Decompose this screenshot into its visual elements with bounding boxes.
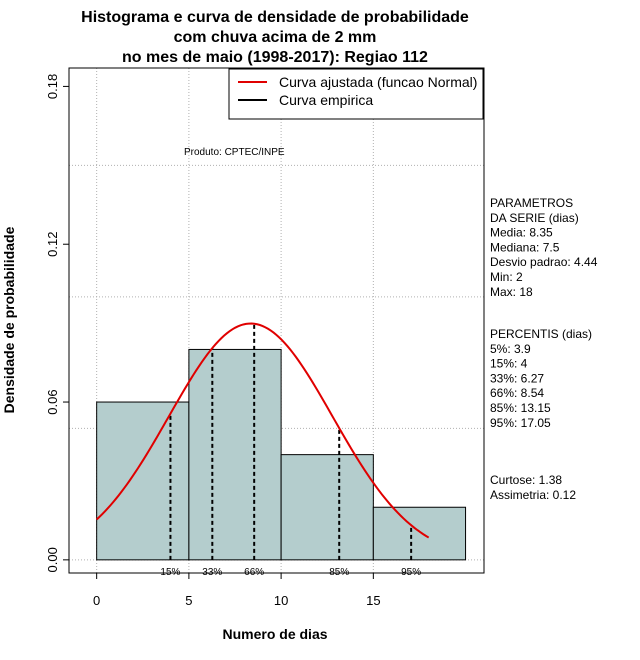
- side-percentis-line: 95%: 17.05: [490, 416, 551, 430]
- side-parametros-line: Min: 2: [490, 270, 523, 284]
- side-stats-line: Curtose: 1.38: [490, 473, 562, 487]
- side-parametros-line: Mediana: 7.5: [490, 240, 560, 254]
- side-parametros-line: PARAMETROS: [490, 196, 573, 210]
- side-percentis-line: 85%: 13.15: [490, 401, 551, 415]
- y-tick-label: 0.00: [45, 547, 60, 572]
- histogram-bar: [96, 401, 190, 561]
- histogram-bar: [372, 506, 467, 561]
- chart-title-line: com chuva acima de 2 mm: [174, 29, 377, 46]
- normal-fit-curve: [95, 322, 430, 539]
- side-stats-line: Assimetria: 0.12: [490, 488, 576, 502]
- y-tick-label: 0.18: [45, 74, 60, 99]
- percentile-label: 15%: [160, 567, 180, 578]
- y-tick-label: 0.06: [45, 389, 60, 414]
- x-tick-label: 5: [185, 593, 192, 608]
- percentile-label: 33%: [202, 567, 222, 578]
- plot-frame: [68, 67, 485, 574]
- percentile-label: 95%: [401, 567, 421, 578]
- side-parametros-line: Max: 18: [490, 285, 533, 299]
- side-percentis-line: 66%: 8.54: [490, 386, 544, 400]
- legend-box: [228, 68, 484, 120]
- product-annotation: Produto: CPTEC/INPE: [184, 147, 285, 158]
- side-percentis-line: 5%: 3.9: [490, 342, 531, 356]
- side-parametros-line: DA SERIE (dias): [490, 211, 579, 225]
- percentile-label: 66%: [244, 567, 264, 578]
- histogram-bar: [280, 454, 374, 561]
- side-percentis-line: 15%: 4: [490, 357, 528, 371]
- side-percentis-line: 33%: 6.27: [490, 371, 544, 385]
- x-axis-title: Numero de dias: [222, 626, 327, 642]
- side-parametros-line: Media: 8.35: [490, 226, 553, 240]
- side-percentis-line: PERCENTIS (dias): [490, 327, 592, 341]
- side-parametros-line: Desvio padrao: 4.44: [490, 255, 598, 269]
- percentile-label: 85%: [329, 567, 349, 578]
- x-tick-label: 15: [366, 593, 380, 608]
- y-tick-label: 0.12: [45, 232, 60, 257]
- x-tick-label: 0: [93, 593, 100, 608]
- legend-entry: Curva ajustada (funcao Normal): [279, 74, 477, 90]
- y-axis-title: Densidade de probabilidade: [1, 226, 17, 413]
- histogram-bar: [188, 348, 282, 561]
- chart-title-line: no mes de maio (1998-2017): Regiao 112: [122, 49, 428, 66]
- chart-title-line: Histograma e curva de densidade de proba…: [81, 9, 469, 26]
- legend-entry: Curva empirica: [279, 92, 373, 108]
- x-tick-label: 10: [274, 593, 288, 608]
